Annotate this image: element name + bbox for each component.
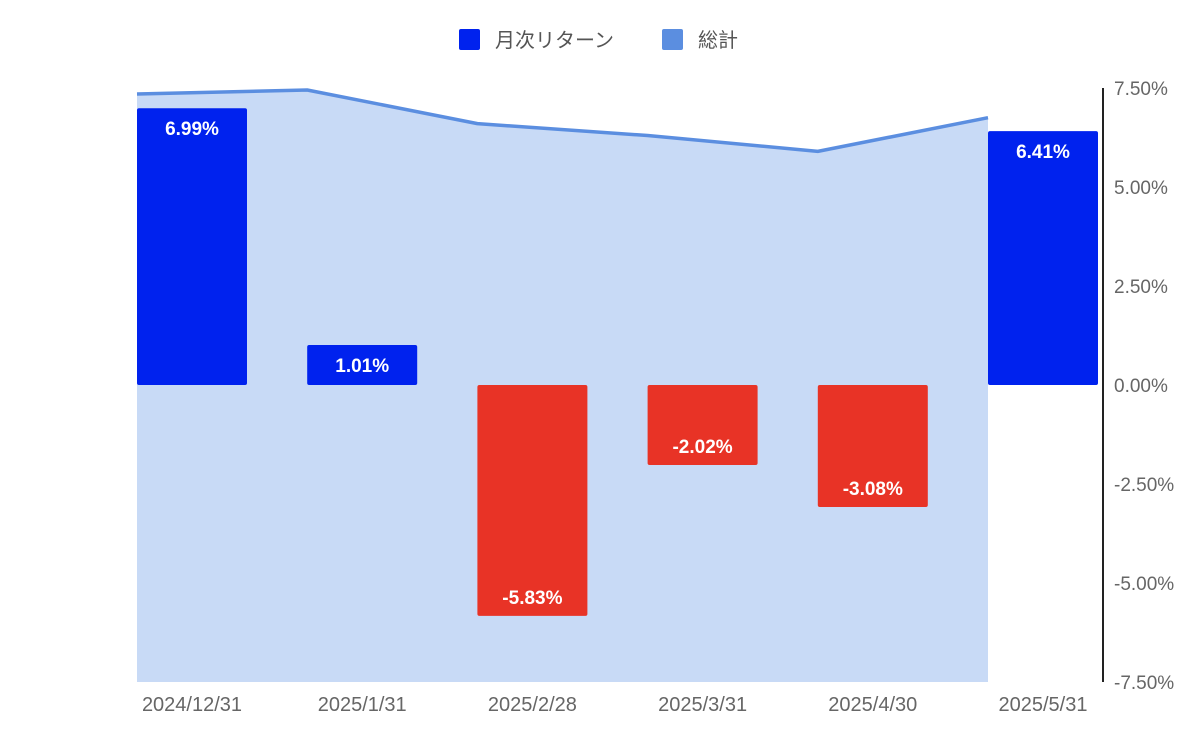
total-line xyxy=(136,88,989,154)
x-tick-label: 2025/5/31 xyxy=(999,694,1088,716)
y-tick-label: 7.50% xyxy=(1114,79,1168,100)
y-tick-label: -5.00% xyxy=(1114,574,1174,595)
y-tick-label: -7.50% xyxy=(1114,673,1174,694)
legend-swatch xyxy=(662,29,683,50)
legend-label: 月次リターン xyxy=(495,29,614,52)
bar-1 xyxy=(137,108,247,386)
legend-item[interactable]: 総計 xyxy=(662,29,738,52)
y-tick-label: 5.00% xyxy=(1114,178,1168,199)
data-label-layer: 6.99% 1.01% -5.83% -2.02% -3.08% 6.41% xyxy=(165,119,1070,609)
bar-3 xyxy=(477,385,588,616)
data-label: -2.02% xyxy=(672,437,732,458)
x-tick-label: 2025/3/31 xyxy=(658,694,747,716)
data-label: 1.01% xyxy=(335,356,389,377)
data-label: -3.08% xyxy=(843,479,903,500)
x-tick-label: 2025/1/31 xyxy=(318,694,407,716)
x-tick-label: 2025/4/30 xyxy=(828,694,917,716)
x-axis: 2024/12/31 2025/1/31 2025/2/28 2025/3/31 202… xyxy=(142,694,1088,716)
y-tick-label: 0.00% xyxy=(1114,376,1168,397)
bar-layer xyxy=(137,108,1098,616)
legend-swatch xyxy=(459,29,480,50)
y-axis: 7.50% 5.00% 2.50% 0.00% -2.50% -5.00% -7.50% xyxy=(1102,79,1174,694)
x-tick-label: 2025/2/28 xyxy=(488,694,577,716)
data-label: -5.83% xyxy=(502,588,562,609)
legend-item[interactable]: 月次リターン xyxy=(459,29,614,52)
bar-6 xyxy=(988,131,1098,385)
bar-4 xyxy=(647,385,758,465)
bar-2 xyxy=(307,345,418,385)
x-tick-label: 2024/12/31 xyxy=(142,694,242,716)
y-tick-label: 2.50% xyxy=(1114,277,1168,298)
bar-5 xyxy=(817,385,928,507)
legend: 月次リターン 総計 xyxy=(459,29,738,52)
y-tick-label: -2.50% xyxy=(1114,475,1174,496)
data-label: 6.41% xyxy=(1016,142,1070,163)
data-label: 6.99% xyxy=(165,119,219,140)
legend-label: 総計 xyxy=(698,29,738,52)
